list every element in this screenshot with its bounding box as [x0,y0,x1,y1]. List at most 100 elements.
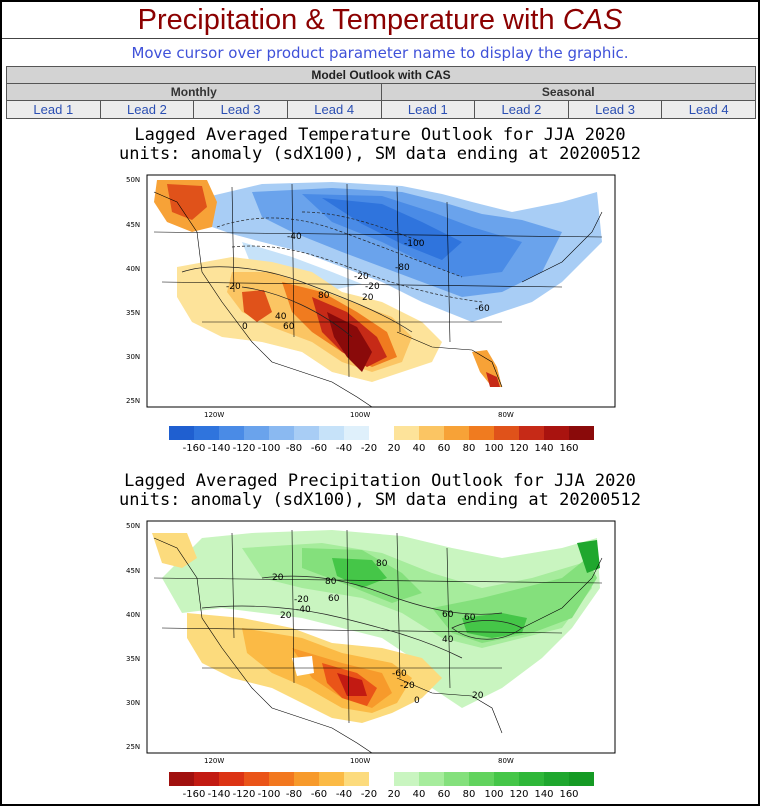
colorbar-label: 100 [484,443,503,454]
colorbar-label: -80 [286,443,302,454]
colorbar-label: 60 [438,443,451,454]
precipitation-lon-labels: 120W 100W 80W [204,757,514,765]
colorbar-swatch [319,426,344,440]
precipitation-anomaly-fill [152,529,603,753]
colorbar-label: 100 [484,789,503,800]
colorbar-swatch [519,426,544,440]
contour-label: -20 [226,282,241,292]
contour-label: -60 [475,304,490,314]
colorbar-label: -20 [361,443,377,454]
colorbar-label: 80 [463,443,476,454]
colorbar-label: 120 [509,443,528,454]
colorbar-swatch [469,772,494,786]
colorbar-label: -140 [208,789,231,800]
colorbar-label: 80 [463,789,476,800]
contour-label: -20 [365,282,380,292]
colorbar-swatch [419,772,444,786]
contour-label: 60 [464,613,476,623]
seasonal-lead-1-link[interactable]: Lead 1 [380,100,476,119]
colorbar-swatch [569,772,594,786]
contour-label: 20 [362,293,374,303]
seasonal-lead-2-link[interactable]: Lead 2 [474,100,569,119]
colorbar-label: -120 [233,789,256,800]
lat-label: 25N [126,397,140,405]
lon-label: 80W [498,411,514,419]
seasonal-lead-3-link[interactable]: Lead 3 [567,100,663,119]
temperature-colorbar-labels: -160 -140 -120 -100 -80 -60 -40 -20 20 40 60 80 100 1… [183,443,579,454]
lat-label: 45N [126,221,140,229]
colorbar-label: 140 [534,789,553,800]
temperature-title-line2: units: anomaly (sdX100), SM data ending … [119,144,641,164]
temperature-outlook-panel: Lagged Averaged Temperature Outlook for … [2,126,758,462]
colorbar-swatch [219,426,244,440]
lat-label: 50N [126,522,140,530]
colorbar-swatch [169,426,194,440]
monthly-lead-3-link[interactable]: Lead 3 [193,100,288,119]
lon-label: 80W [498,757,514,765]
colorbar-swatch [444,772,469,786]
colorbar-swatch [444,426,469,440]
colorbar-label: 160 [559,443,578,454]
temperature-title-line1: Lagged Averaged Temperature Outlook for … [134,125,626,145]
colorbar-swatch [269,426,294,440]
colorbar-swatch [544,772,569,786]
colorbar-label: 120 [509,789,528,800]
colorbar-swatch [419,426,444,440]
contour-label: 80 [376,559,388,569]
temperature-lat-labels: 50N 45N 40N 35N 30N 25N [126,176,140,405]
colorbar-swatch [244,426,269,440]
lat-label: 25N [126,743,140,751]
colorbar-swatch [569,426,594,440]
colorbar-swatch [244,772,269,786]
contour-label: 20 [272,573,284,583]
contour-label: -100 [404,239,425,249]
colorbar-label: 40 [413,789,426,800]
contour-label: -40 [296,605,311,615]
temperature-colorbar [169,426,594,440]
page-title: Precipitation & Temperature with CAS [2,2,758,39]
monthly-lead-2-link[interactable]: Lead 2 [99,100,195,119]
contour-label: 0 [414,696,420,706]
colorbar-label: -80 [286,789,302,800]
monthly-lead-1-link[interactable]: Lead 1 [6,100,101,119]
colorbar-swatch [294,426,319,440]
colorbar-swatch [344,426,369,440]
lat-label: 40N [126,611,140,619]
precipitation-title-line1: Lagged Averaged Precipitation Outlook fo… [124,471,636,491]
title-emphasis: CAS [562,4,623,36]
precipitation-contour-labels: 20 80 -20 -40 20 60 60 80 60 40 -60 -20 … [272,559,484,706]
colorbar-swatch [294,772,319,786]
precipitation-outlook-panel: Lagged Averaged Precipitation Outlook fo… [2,471,758,804]
colorbar-swatch [169,772,194,786]
colorbar-swatch [544,426,569,440]
nav-section-title: Model Outlook with CAS [6,66,756,84]
instruction-text: Move cursor over product parameter name … [131,44,629,62]
contour-label: 60 [283,322,295,332]
contour-label: -40 [287,232,302,242]
contour-label: -20 [400,681,415,691]
colorbar-swatch [344,772,369,786]
lat-label: 35N [126,309,140,317]
monthly-lead-4-link[interactable]: Lead 4 [286,100,382,119]
seasonal-lead-4-link[interactable]: Lead 4 [661,100,756,119]
contour-label: 40 [442,635,454,645]
precipitation-map: 20 80 -20 -40 20 60 60 80 60 40 -60 -20 … [126,520,616,800]
lon-label: 100W [350,757,370,765]
colorbar-swatch [494,426,519,440]
precipitation-colorbar-labels: -160 -140 -120 -100 -80 -60 -40 -20 20 40 60 80 100 1… [183,789,579,800]
contour-label: 40 [275,312,287,322]
contour-label: -20 [294,595,309,605]
contour-label: 80 [318,291,330,301]
lat-label: 35N [126,655,140,663]
temperature-lon-labels: 120W 100W 80W [204,411,514,419]
contour-label: 60 [442,610,454,620]
lat-label: 40N [126,265,140,273]
contour-label: -20 [354,272,369,282]
product-nav-table: Model Outlook with CAS Monthly Seasonal … [6,66,756,119]
colorbar-label: -160 [183,789,206,800]
colorbar-swatch [519,772,544,786]
temperature-map: -40 -100 -80 -20 -20 20 80 -60 40 60 -20… [126,174,616,454]
colorbar-label: -40 [336,789,352,800]
colorbar-swatch [194,772,219,786]
colorbar-label: -160 [183,443,206,454]
